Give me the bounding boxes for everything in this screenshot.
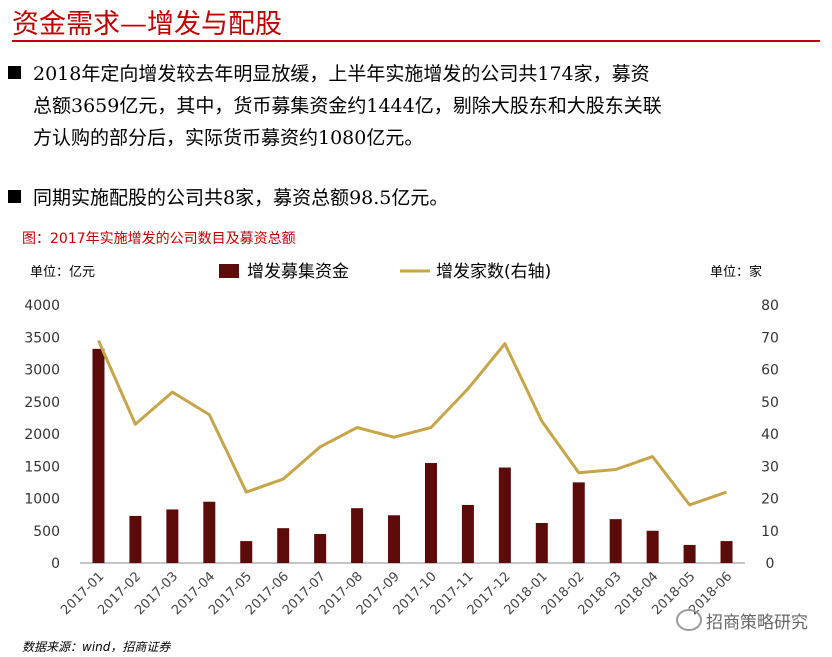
bullet-1-line-1: 2018年定向增发较去年明显放缓，上半年实施增发的公司共174家，募资 xyxy=(33,63,650,85)
bar xyxy=(203,501,216,563)
y-left-tick-label: 2500 xyxy=(24,395,60,411)
left-unit-label: 单位：亿元 xyxy=(30,265,95,280)
bar xyxy=(277,528,290,563)
bar xyxy=(498,467,511,563)
bar xyxy=(646,530,659,563)
title-rule xyxy=(12,40,820,42)
y-left-tick-label: 2000 xyxy=(24,427,60,443)
watermark: 招商策略研究 xyxy=(676,608,808,633)
y-left-tick-label: 4000 xyxy=(24,298,60,314)
bullet-2: 同期实施配股的公司共8家，募资总额98.5亿元。 xyxy=(8,182,818,214)
slide-title: 资金需求—增发与配股 xyxy=(12,9,282,40)
bar xyxy=(314,533,327,563)
bullet-square-icon xyxy=(8,190,21,203)
data-source: 数据来源：wind，招商证券 xyxy=(22,640,171,654)
bar xyxy=(572,482,585,563)
y-right-tick-label: 40 xyxy=(761,427,779,443)
bar xyxy=(720,541,733,563)
bar xyxy=(683,544,696,563)
y-right-tick-label: 70 xyxy=(761,330,779,346)
y-right-tick-label: 30 xyxy=(761,459,779,475)
bar xyxy=(461,504,474,563)
line-series xyxy=(97,339,727,507)
legend-line-label: 增发家数(右轴) xyxy=(436,262,551,282)
bar xyxy=(166,509,179,563)
y-right-tick-label: 50 xyxy=(761,395,779,411)
legend-bar-label: 增发募集资金 xyxy=(247,262,349,282)
y-left-tick-label: 0 xyxy=(51,556,60,572)
bullet-square-icon xyxy=(8,66,21,79)
bar xyxy=(351,508,364,563)
bullet-2-line-1: 同期实施配股的公司共8家，募资总额98.5亿元。 xyxy=(33,187,449,209)
y-left-tick-label: 1500 xyxy=(24,459,60,475)
bar xyxy=(92,348,105,563)
bar xyxy=(240,541,253,563)
bullet-1-line-3: 方认购的部分后，实际货币募资约1080亿元。 xyxy=(33,127,424,149)
bar xyxy=(424,463,437,563)
bar xyxy=(535,523,548,563)
y-right-tick-label: 10 xyxy=(761,524,779,540)
y-left-tick-label: 1000 xyxy=(24,492,60,508)
bullet-1: 2018年定向增发较去年明显放缓，上半年实施增发的公司共174家，募资 总额36… xyxy=(8,58,818,154)
right-unit-label: 单位：家 xyxy=(710,264,762,280)
y-right-tick-label: 20 xyxy=(761,492,779,508)
y-left-tick-label: 500 xyxy=(33,524,60,540)
bar xyxy=(609,519,622,563)
y-left-tick-label: 3000 xyxy=(24,363,60,379)
y-left-tick-label: 3500 xyxy=(24,330,60,346)
chart-caption: 图：2017年实施增发的公司数目及募资总额 xyxy=(22,231,296,247)
y-right-tick-label: 0 xyxy=(766,556,775,572)
bar xyxy=(388,515,401,563)
bullet-1-line-2: 总额3659亿元，其中，货币募集资金约1444亿，剔除大股东和大股东关联 xyxy=(33,95,662,117)
y-right-tick-label: 80 xyxy=(761,298,779,314)
legend-bar-swatch xyxy=(219,264,239,278)
bar xyxy=(129,515,142,563)
wechat-icon xyxy=(676,609,702,631)
y-right-tick-label: 60 xyxy=(761,363,779,379)
